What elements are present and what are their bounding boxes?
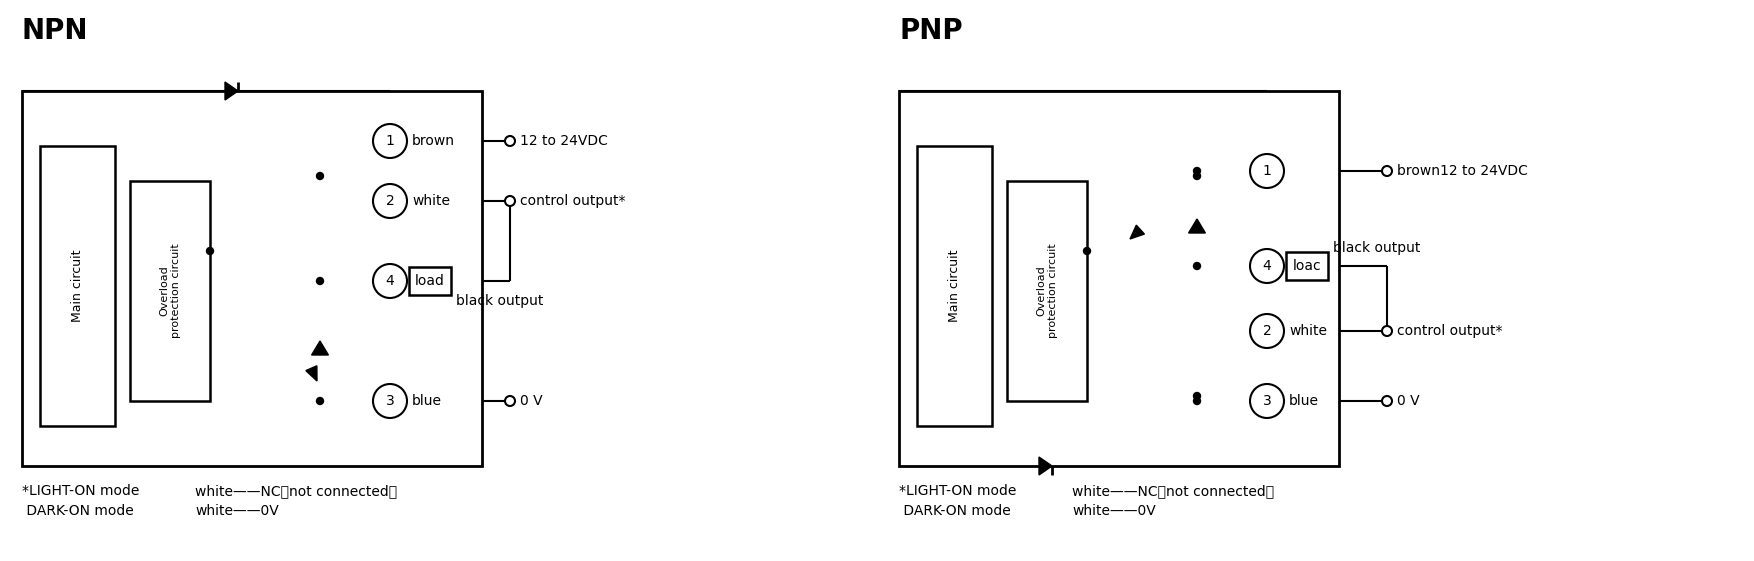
Text: NPN: NPN xyxy=(23,17,88,45)
Text: 0 V: 0 V xyxy=(1396,394,1419,408)
Text: 0 V: 0 V xyxy=(519,394,542,408)
Bar xyxy=(40,146,116,426)
Circle shape xyxy=(1382,166,1393,176)
Circle shape xyxy=(1193,172,1200,180)
Text: DARK-ON mode: DARK-ON mode xyxy=(900,504,1010,518)
Text: white——0V: white——0V xyxy=(195,504,279,518)
Text: 3: 3 xyxy=(386,394,395,408)
Circle shape xyxy=(316,398,323,404)
Polygon shape xyxy=(1189,219,1205,233)
Circle shape xyxy=(505,136,516,146)
Bar xyxy=(1007,181,1087,401)
Circle shape xyxy=(1251,154,1284,188)
Text: *LIGHT-ON mode: *LIGHT-ON mode xyxy=(23,484,139,498)
Circle shape xyxy=(505,196,516,206)
Text: loac: loac xyxy=(1293,259,1321,273)
Text: control output*: control output* xyxy=(1396,324,1503,338)
Circle shape xyxy=(374,264,407,298)
Circle shape xyxy=(1084,247,1091,255)
Text: 2: 2 xyxy=(386,194,395,208)
Text: *LIGHT-ON mode: *LIGHT-ON mode xyxy=(900,484,1016,498)
Bar xyxy=(917,146,993,426)
Polygon shape xyxy=(1130,225,1144,239)
Text: 1: 1 xyxy=(1263,164,1272,178)
Bar xyxy=(409,267,451,295)
Circle shape xyxy=(1382,326,1393,336)
Text: white: white xyxy=(412,194,451,208)
Circle shape xyxy=(1251,314,1284,348)
Text: control output*: control output* xyxy=(519,194,626,208)
Text: white: white xyxy=(1289,324,1328,338)
Text: load: load xyxy=(416,274,446,288)
Text: black output: black output xyxy=(456,294,544,308)
Circle shape xyxy=(374,384,407,418)
Bar xyxy=(130,181,210,401)
Text: Main circuit: Main circuit xyxy=(70,250,84,322)
Circle shape xyxy=(374,184,407,218)
Text: 3: 3 xyxy=(1263,394,1272,408)
Text: white——NC（not connected）: white——NC（not connected） xyxy=(195,484,396,498)
Text: brown: brown xyxy=(412,134,454,148)
Circle shape xyxy=(316,278,323,284)
Bar xyxy=(23,91,482,466)
Text: PNP: PNP xyxy=(900,17,963,45)
Text: blue: blue xyxy=(1289,394,1319,408)
Circle shape xyxy=(1193,398,1200,404)
Text: white——0V: white——0V xyxy=(1072,504,1156,518)
Bar xyxy=(900,91,1338,466)
Circle shape xyxy=(1382,396,1393,406)
Circle shape xyxy=(1193,168,1200,174)
Circle shape xyxy=(1251,249,1284,283)
Text: white——NC（not connected）: white——NC（not connected） xyxy=(1072,484,1273,498)
Text: 2: 2 xyxy=(1263,324,1272,338)
Text: 12 to 24VDC: 12 to 24VDC xyxy=(519,134,609,148)
Bar xyxy=(1286,252,1328,280)
Text: blue: blue xyxy=(412,394,442,408)
Circle shape xyxy=(207,247,214,255)
Text: black output: black output xyxy=(1333,241,1421,255)
Circle shape xyxy=(505,396,516,406)
Polygon shape xyxy=(225,82,239,100)
Circle shape xyxy=(1193,393,1200,399)
Circle shape xyxy=(1251,384,1284,418)
Text: 4: 4 xyxy=(386,274,395,288)
Circle shape xyxy=(374,124,407,158)
Text: DARK-ON mode: DARK-ON mode xyxy=(23,504,133,518)
Polygon shape xyxy=(305,366,317,381)
Text: brown12 to 24VDC: brown12 to 24VDC xyxy=(1396,164,1528,178)
Text: 1: 1 xyxy=(386,134,395,148)
Text: 4: 4 xyxy=(1263,259,1272,273)
Text: Overload
protection circuit: Overload protection circuit xyxy=(160,243,181,338)
Text: Overload
protection circuit: Overload protection circuit xyxy=(1037,243,1058,338)
Circle shape xyxy=(1193,263,1200,269)
Polygon shape xyxy=(1038,457,1052,475)
Polygon shape xyxy=(312,341,328,355)
Text: Main circuit: Main circuit xyxy=(947,250,961,322)
Circle shape xyxy=(316,172,323,180)
